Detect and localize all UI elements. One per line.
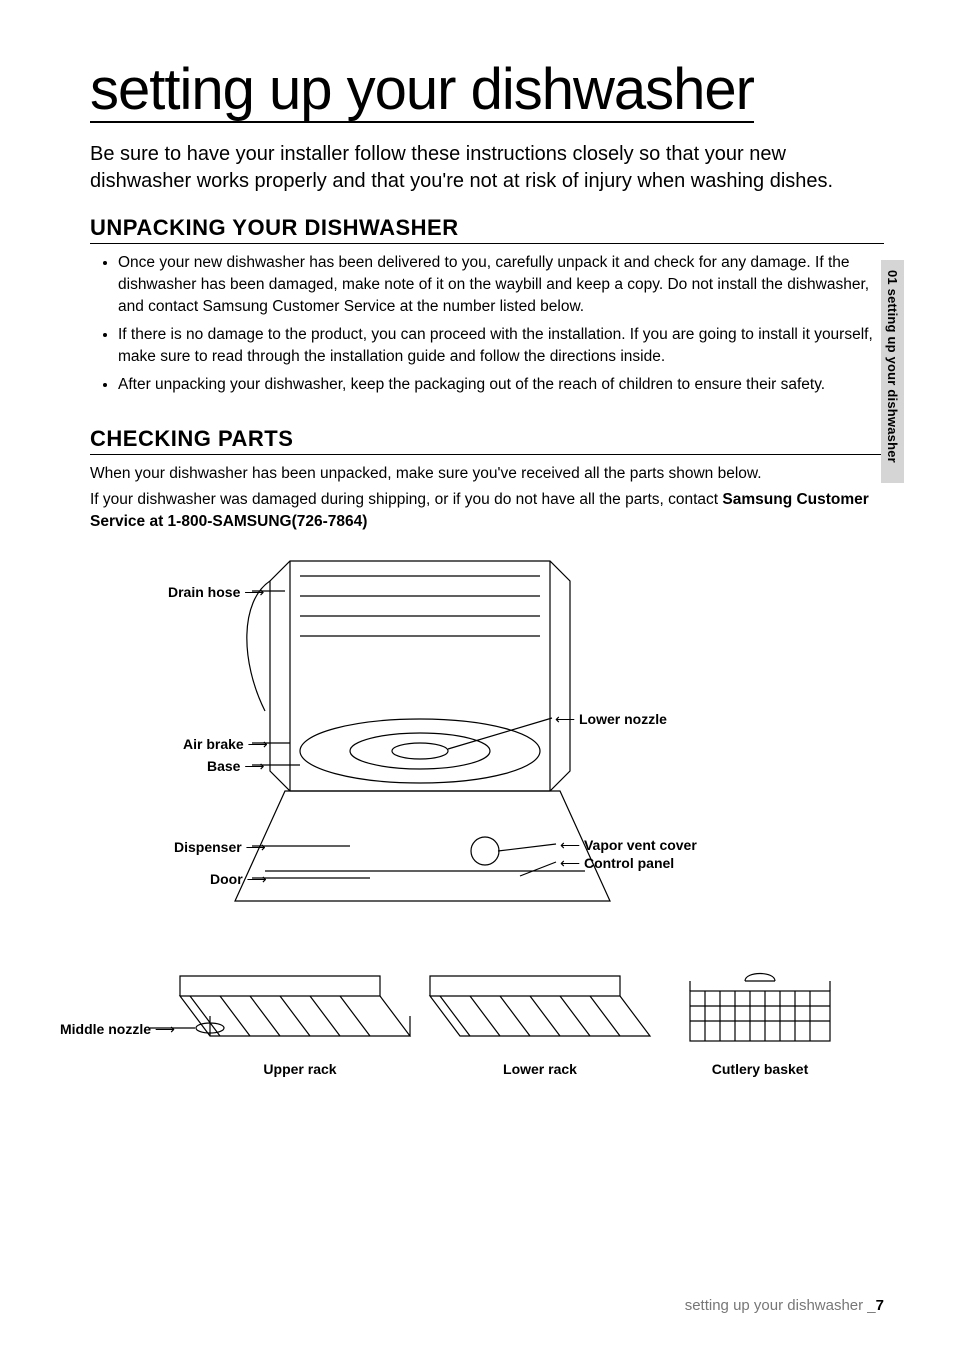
callout-label: Lower nozzle (579, 711, 667, 727)
callout-label: Control panel (584, 855, 674, 871)
unpacking-list: Once your new dishwasher has been delive… (90, 252, 884, 396)
list-item: After unpacking your dishwasher, keep th… (118, 374, 884, 396)
label-upper-rack: Upper rack (230, 1061, 370, 1077)
manual-page: 01 setting up your dishwasher setting up… (0, 0, 954, 1352)
callout-label: Vapor vent cover (584, 837, 697, 853)
list-item: If there is no damage to the product, yo… (118, 324, 884, 368)
callout-label: Base (207, 758, 240, 774)
intro-paragraph: Be sure to have your installer follow th… (90, 141, 884, 195)
footer-text: setting up your dishwasher _ (685, 1297, 876, 1314)
callout-label: Air brake (183, 736, 244, 752)
dishwasher-illustration (90, 541, 850, 1121)
section-heading-unpacking: UNPACKING YOUR DISHWASHER (90, 215, 884, 244)
callout-label: Dispenser (174, 839, 242, 855)
callout-control-panel: ⟵ Control panel (560, 855, 674, 872)
callout-label: Door (210, 871, 243, 887)
section-heading-parts: CHECKING PARTS (90, 426, 884, 455)
page-number: 7 (876, 1297, 884, 1314)
parts-line1: When your dishwasher has been unpacked, … (90, 463, 884, 485)
page-footer: setting up your dishwasher _7 (685, 1297, 884, 1314)
callout-base: Base ⟶ (207, 758, 247, 775)
label-cutlery-basket: Cutlery basket (680, 1061, 840, 1077)
parts-line2: If your dishwasher was damaged during sh… (90, 489, 884, 533)
list-item: Once your new dishwasher has been delive… (118, 252, 884, 318)
callout-dispenser: Dispenser ⟶ (174, 839, 249, 856)
callout-vapor-vent-cover: ⟵ Vapor vent cover (560, 837, 697, 854)
parts-line2-pre: If your dishwasher was damaged during sh… (90, 491, 722, 508)
parts-diagram: Drain hose ⟶ Air brake ⟶ Base ⟶ Dispense… (90, 541, 850, 1121)
callout-drain-hose: Drain hose ⟶ (168, 584, 248, 601)
callout-middle-nozzle: Middle nozzle ⟶ (60, 1021, 170, 1038)
side-tab: 01 setting up your dishwasher (881, 260, 904, 483)
callout-door: Door ⟶ (210, 871, 250, 888)
callout-label: Drain hose (168, 584, 240, 600)
callout-air-brake: Air brake ⟶ (183, 736, 248, 753)
label-lower-rack: Lower rack (470, 1061, 610, 1077)
page-title: setting up your dishwasher (90, 60, 754, 123)
callout-lower-nozzle: ⟵ Lower nozzle (555, 711, 667, 728)
callout-label: Middle nozzle (60, 1021, 151, 1037)
